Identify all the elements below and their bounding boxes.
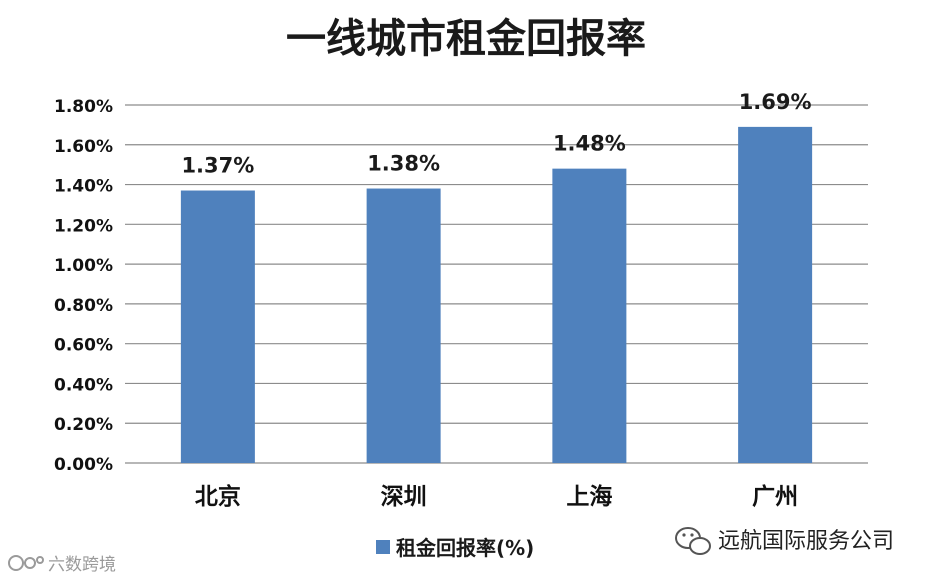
legend-swatch	[376, 540, 390, 554]
data-label: 1.38%	[367, 152, 440, 176]
left-watermark-text: 六数跨境	[48, 555, 116, 575]
y-tick-label: 1.40%	[54, 177, 113, 197]
category-labels: 北京 深圳 上海 广州	[195, 483, 798, 510]
bar	[366, 188, 441, 464]
data-label: 1.48%	[553, 132, 626, 156]
category-label: 广州	[752, 483, 798, 510]
logo-icon	[8, 555, 44, 571]
data-labels: 1.37% 1.38% 1.48% 1.69%	[181, 90, 811, 178]
category-label: 深圳	[381, 484, 427, 510]
footer-left: 六数跨境	[8, 555, 116, 575]
y-tick-label: 0.40%	[54, 375, 113, 395]
y-tick-label: 1.20%	[54, 216, 113, 236]
account-name: 远航国际服务公司	[718, 529, 894, 554]
data-label: 1.37%	[181, 154, 254, 178]
y-tick-label: 1.00%	[54, 256, 113, 276]
y-axis-ticks: 0.00% 0.20% 0.40% 0.60% 0.80% 1.00% 1.20% 1.40%…	[54, 97, 113, 475]
y-tick-label: 0.60%	[54, 336, 113, 356]
wechat-icon	[675, 527, 711, 555]
y-tick-label: 0.20%	[54, 415, 113, 435]
category-label: 上海	[566, 483, 612, 510]
bars	[180, 126, 813, 464]
category-label: 北京	[195, 483, 241, 510]
bar	[180, 190, 255, 463]
y-tick-label: 1.60%	[54, 137, 113, 157]
legend-label: 租金回报率(%)	[396, 536, 534, 560]
data-label: 1.69%	[739, 90, 812, 114]
y-tick-label: 0.80%	[54, 296, 113, 316]
bar	[738, 126, 813, 463]
y-tick-label: 0.00%	[54, 455, 113, 475]
y-tick-label: 1.80%	[54, 97, 113, 117]
chart-title: 一线城市租金回报率	[286, 16, 646, 62]
bar	[552, 168, 627, 463]
footer-right: 远航国际服务公司	[675, 527, 894, 555]
legend: 租金回报率(%)	[376, 536, 534, 560]
